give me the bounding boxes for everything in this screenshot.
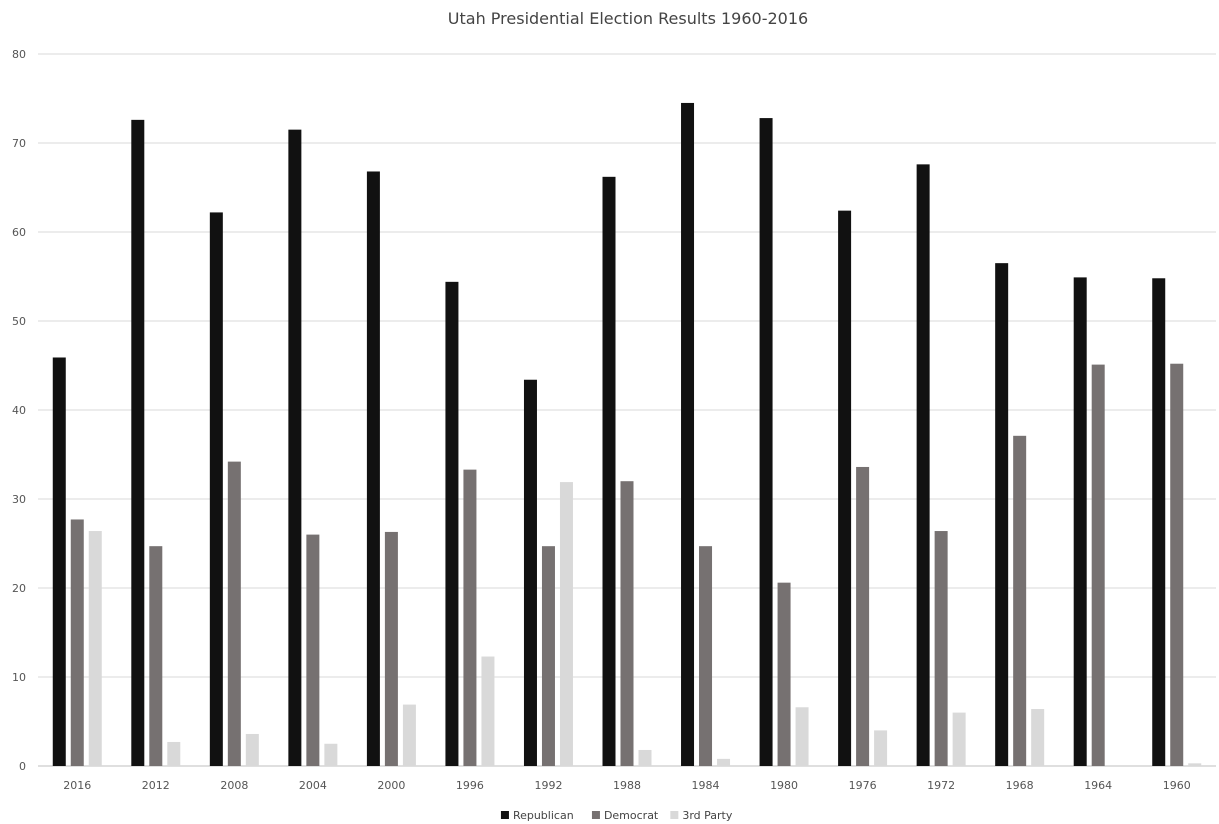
bar-republican-1976: [838, 210, 852, 766]
bar-3rd-party-1996: [481, 656, 495, 766]
legend-swatch-democrat: [591, 811, 600, 819]
bar-democrat-1964: [1091, 364, 1105, 766]
bar-democrat-1968: [1013, 435, 1027, 766]
bar-democrat-1984: [699, 546, 713, 766]
bar-3rd-party-2000: [402, 704, 416, 766]
bar-republican-2012: [131, 119, 145, 767]
bar-republican-2016: [52, 357, 66, 766]
x-tick-label: 1972: [927, 779, 955, 792]
bar-democrat-2012: [149, 546, 163, 766]
bar-democrat-1960: [1170, 363, 1184, 766]
legend-swatch-republican: [500, 811, 509, 819]
bar-democrat-1996: [463, 469, 477, 766]
y-tick-label: 30: [12, 493, 26, 506]
y-tick-label: 40: [12, 404, 26, 417]
bar-republican-2004: [288, 129, 302, 766]
y-tick-label: 70: [12, 137, 26, 150]
bar-democrat-1992: [541, 546, 555, 766]
bar-3rd-party-1984: [717, 758, 731, 766]
x-tick-label: 2000: [377, 779, 405, 792]
bar-3rd-party-1972: [952, 712, 966, 766]
y-tick-label: 0: [19, 760, 26, 773]
x-tick-label: 1992: [534, 779, 562, 792]
y-tick-label: 20: [12, 582, 26, 595]
x-tick-label: 1964: [1084, 779, 1112, 792]
bar-republican-1984: [681, 102, 695, 766]
bar-3rd-party-1968: [1031, 709, 1045, 766]
bar-republican-1972: [916, 164, 930, 767]
bar-democrat-2016: [70, 519, 84, 766]
x-tick-label: 2012: [142, 779, 170, 792]
bar-democrat-1988: [620, 481, 634, 766]
bar-3rd-party-2008: [245, 733, 259, 766]
x-tick-label: 1960: [1163, 779, 1191, 792]
x-tick-label: 1968: [1006, 779, 1034, 792]
bar-republican-1988: [602, 176, 616, 766]
legend-label: Democrat: [604, 809, 659, 822]
y-tick-label: 50: [12, 315, 26, 328]
legend-swatch-3rd-party: [670, 811, 679, 819]
bar-3rd-party-2004: [324, 743, 338, 766]
bar-democrat-2008: [227, 461, 241, 766]
x-tick-label: 1976: [849, 779, 877, 792]
chart-title: Utah Presidential Election Results 1960-…: [448, 9, 808, 28]
y-tick-label: 60: [12, 226, 26, 239]
bar-3rd-party-2016: [88, 531, 102, 766]
bars: [52, 102, 1202, 767]
bar-democrat-1976: [856, 466, 870, 766]
bar-republican-1996: [445, 281, 459, 766]
bar-3rd-party-1988: [638, 749, 652, 766]
x-tick-label: 1988: [613, 779, 641, 792]
legend-label: 3rd Party: [682, 809, 733, 822]
x-tick-label: 2016: [63, 779, 91, 792]
y-axis-ticks: 0 10 20 30 40 50 60 70 80: [12, 48, 26, 773]
bar-democrat-1972: [934, 531, 948, 766]
x-tick-label: 1980: [770, 779, 798, 792]
bar-republican-1960: [1152, 278, 1166, 766]
bar-republican-1992: [523, 379, 537, 766]
y-tick-label: 10: [12, 671, 26, 684]
bar-democrat-2004: [306, 534, 320, 766]
bar-3rd-party-1980: [795, 707, 809, 766]
bar-republican-1968: [995, 263, 1009, 766]
x-tick-label: 2008: [220, 779, 248, 792]
bar-republican-1980: [759, 118, 773, 766]
y-tick-label: 80: [12, 48, 26, 61]
bar-3rd-party-1960: [1188, 763, 1202, 766]
legend: Republican Democrat 3rd Party: [500, 809, 733, 822]
bar-3rd-party-2012: [167, 741, 181, 766]
x-tick-label: 2004: [299, 779, 327, 792]
bar-3rd-party-1976: [874, 730, 888, 766]
bar-republican-1964: [1073, 277, 1087, 766]
bar-democrat-2000: [384, 531, 398, 766]
bar-republican-2008: [209, 212, 223, 767]
legend-label: Republican: [513, 809, 574, 822]
bar-democrat-1980: [777, 582, 791, 766]
x-axis-ticks: 2016 2012 2008 2004 2000 1996 1992 1988 1984 1980…: [63, 779, 1190, 792]
x-tick-label: 1996: [456, 779, 484, 792]
bar-3rd-party-1992: [559, 482, 573, 766]
x-tick-label: 1984: [692, 779, 720, 792]
bar-republican-2000: [366, 171, 380, 767]
